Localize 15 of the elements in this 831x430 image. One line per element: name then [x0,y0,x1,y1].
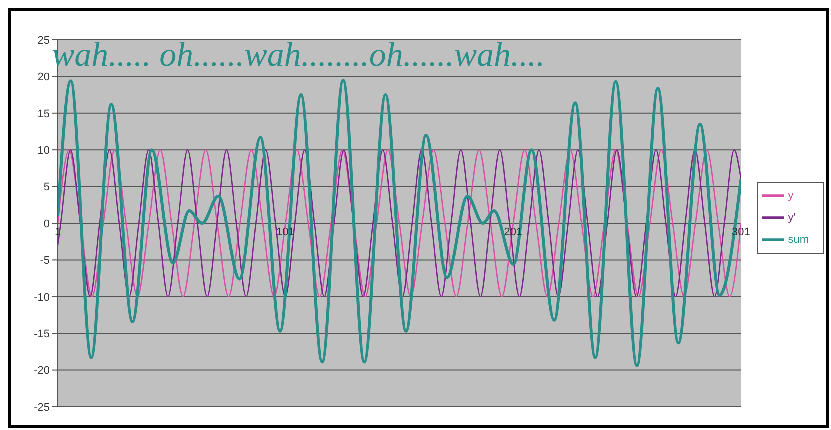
y-tick-label: -5 [40,255,50,268]
y-tick-label: 20 [38,72,50,84]
y-tick-label: 0 [44,218,50,230]
legend-label: y' [788,212,796,224]
y-tick-label: -15 [34,328,50,341]
y-tick-label: 5 [44,182,50,194]
y-tick-label: 15 [38,108,50,120]
y-tick-label: -10 [34,292,50,304]
legend-label: sum [788,234,809,246]
y-tick-label: 10 [38,145,50,158]
x-tick-label: 1 [54,226,62,238]
y-tick-label: -20 [34,365,50,378]
legend-label: y [788,190,794,202]
y-tick-label: 25 [38,34,50,47]
y-tick-label: -25 [34,402,50,414]
